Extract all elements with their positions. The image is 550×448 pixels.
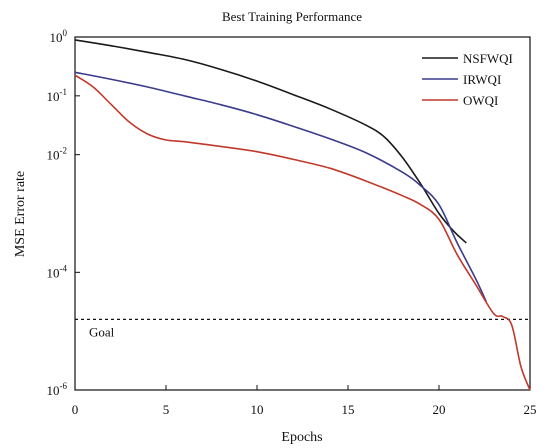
y-tick-exponent: -1 <box>60 87 68 97</box>
y-tick-exponent: -2 <box>60 146 68 156</box>
x-tick-label: 20 <box>433 402 446 417</box>
x-axis-ticks: 0 5 10 15 20 25 <box>72 385 537 417</box>
x-tick-label: 15 <box>342 402 355 417</box>
y-tick-label: 10-2 <box>47 146 68 163</box>
y-tick-base: 10 <box>47 383 60 398</box>
series-lines <box>74 39 531 391</box>
y-tick-base: 10 <box>50 30 63 45</box>
chart-title: Best Training Performance <box>222 9 362 24</box>
y-tick-label: 10-1 <box>47 87 68 104</box>
y-axis-label: MSE Error rate <box>13 171 28 257</box>
y-tick-base: 10 <box>47 89 60 104</box>
legend: NSFWQI IRWQI OWQI <box>422 51 513 108</box>
series-line-nsfwqi <box>74 39 467 244</box>
y-tick-label: 100 <box>50 28 68 45</box>
plot-area-frame <box>74 36 531 391</box>
y-tick-base: 10 <box>47 148 60 163</box>
x-tick-label: 5 <box>163 402 170 417</box>
legend-label: NSFWQI <box>463 51 513 66</box>
y-tick-exponent: -6 <box>60 381 68 391</box>
x-tick-label: 25 <box>524 402 537 417</box>
x-tick-label: 10 <box>251 402 264 417</box>
y-tick-exponent: -4 <box>60 263 68 273</box>
series-line-irwqi <box>74 71 488 303</box>
series-line-owqi <box>74 74 531 391</box>
y-tick-exponent: 0 <box>63 28 68 38</box>
y-tick-base: 10 <box>47 265 60 280</box>
x-tick-label: 0 <box>72 402 79 417</box>
x-axis-label: Epochs <box>281 430 322 445</box>
goal-label: Goal <box>89 324 115 339</box>
y-tick-label: 10-6 <box>47 381 68 398</box>
legend-label: OWQI <box>463 93 498 108</box>
y-tick-label: 10-4 <box>47 263 68 280</box>
legend-label: IRWQI <box>463 72 501 87</box>
